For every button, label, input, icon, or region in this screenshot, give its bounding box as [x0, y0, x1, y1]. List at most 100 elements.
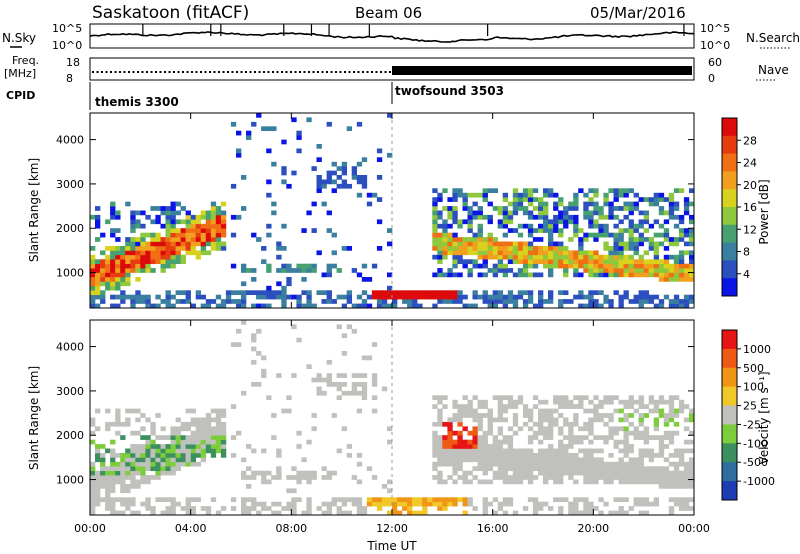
power-cell	[462, 241, 468, 247]
velocity-cell	[517, 475, 524, 480]
velocity-cell	[502, 475, 509, 480]
power-cell	[336, 294, 342, 300]
power-cell	[497, 259, 504, 265]
velocity-cell	[90, 466, 96, 472]
power-cell	[558, 303, 564, 309]
power-cell	[678, 259, 685, 265]
velocity-cell	[100, 479, 106, 485]
velocity-cell	[678, 484, 685, 489]
power-cell	[170, 214, 176, 220]
velocity-cell	[538, 439, 544, 445]
power-cell	[140, 232, 146, 238]
velocity-cell	[220, 426, 227, 432]
velocity-cell	[522, 421, 529, 427]
power-cell	[437, 246, 443, 251]
power-cell	[150, 303, 156, 309]
velocity-cell	[593, 404, 599, 409]
velocity-cell	[185, 506, 191, 511]
velocity-cell	[165, 435, 171, 440]
velocity-cell	[125, 408, 131, 414]
power-cell	[658, 277, 665, 282]
power-cell	[668, 303, 675, 309]
velocity-cell	[185, 510, 191, 516]
velocity-cell	[140, 444, 146, 449]
velocity-cell	[543, 453, 549, 458]
power-cell	[210, 210, 217, 216]
velocity-cell	[643, 497, 650, 503]
power-cell	[653, 259, 660, 265]
power-cell	[185, 237, 191, 242]
power-cell	[165, 214, 171, 220]
power-cell	[477, 192, 483, 198]
power-cell	[100, 268, 106, 273]
power-cell	[442, 237, 448, 242]
velocity-cell	[251, 475, 257, 480]
velocity-cell	[170, 453, 176, 458]
power-cell	[678, 263, 685, 269]
power-cell	[356, 303, 363, 309]
power-cell	[507, 214, 514, 220]
power-cell	[623, 214, 629, 220]
power-cell	[507, 201, 514, 207]
velocity-cell	[291, 466, 297, 472]
velocity-cell	[311, 413, 317, 418]
power-cell	[467, 268, 473, 273]
power-cell	[472, 201, 478, 207]
power-cell	[321, 299, 327, 304]
velocity-cell	[618, 497, 624, 503]
velocity-cell	[487, 453, 493, 458]
velocity-cell	[356, 390, 363, 396]
power-cell	[538, 197, 544, 202]
velocity-cell	[689, 413, 695, 418]
power-cell	[643, 214, 650, 220]
power-cell	[205, 214, 212, 220]
velocity-cell	[417, 497, 423, 503]
velocity-cell	[296, 479, 302, 485]
power-cell	[593, 201, 599, 207]
velocity-cell	[195, 497, 202, 503]
velocity-cell	[558, 439, 564, 445]
velocity-cell	[618, 461, 624, 467]
power-cell	[160, 254, 166, 260]
power-cell	[522, 299, 529, 304]
velocity-cell	[648, 408, 655, 414]
power-cell	[432, 241, 438, 247]
power-cell	[598, 223, 604, 229]
colorbar-segment	[722, 481, 737, 501]
velocity-cell	[105, 506, 111, 511]
power-cell	[432, 237, 438, 242]
velocity-cell	[663, 421, 670, 427]
power-cell	[517, 192, 524, 198]
velocity-cell	[266, 506, 272, 511]
power-cell	[165, 219, 171, 225]
power-cell	[477, 206, 483, 211]
power-cell	[638, 232, 644, 238]
power-cell	[326, 263, 332, 269]
freq-trace-second	[392, 66, 692, 75]
velocity-cell	[598, 470, 604, 476]
velocity-cell	[477, 453, 483, 458]
power-cell	[492, 241, 499, 247]
power-cell	[538, 254, 544, 260]
velocity-cell	[492, 497, 499, 503]
power-cell	[125, 272, 131, 278]
velocity-cell	[472, 417, 478, 423]
velocity-cell	[261, 501, 267, 507]
velocity-cell	[583, 501, 589, 507]
velocity-cell	[160, 466, 166, 472]
velocity-cell	[653, 404, 660, 409]
velocity-cell	[522, 475, 529, 480]
power-cell	[568, 259, 574, 265]
power-cell	[573, 192, 579, 198]
velocity-cell	[150, 421, 156, 427]
power-cell	[387, 152, 393, 158]
power-cell	[145, 259, 151, 265]
velocity-cell	[246, 497, 252, 503]
velocity-cell	[447, 430, 453, 436]
velocity-cell	[593, 457, 599, 463]
power-cell	[653, 201, 660, 207]
power-cell	[110, 254, 116, 260]
velocity-cell	[195, 453, 202, 458]
power-cell	[165, 228, 171, 233]
velocity-cell	[512, 404, 519, 409]
